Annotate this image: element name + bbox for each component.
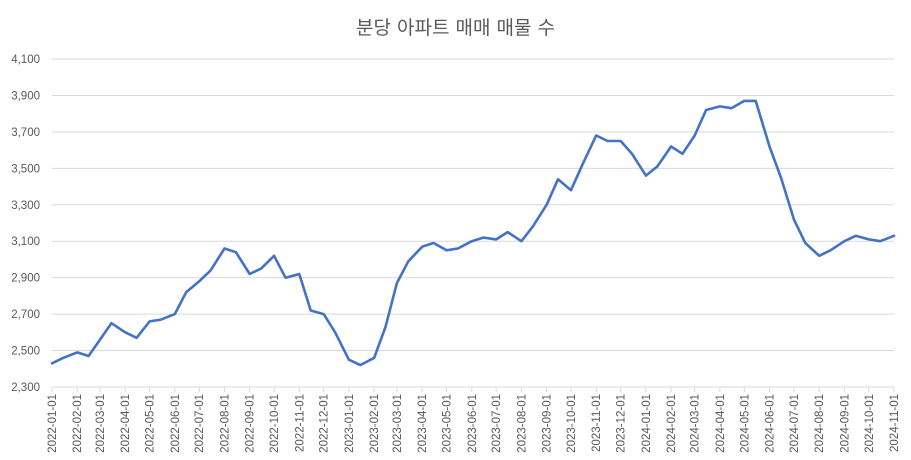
x-tick-label: 2024-08-01 <box>814 394 826 453</box>
x-tick-label: 2023-04-01 <box>417 394 429 453</box>
y-tick-label: 3,100 <box>11 236 40 248</box>
x-tick-label: 2024-03-01 <box>690 394 702 453</box>
x-tick-label: 2023-02-01 <box>369 394 381 453</box>
x-tick-label: 2022-07-01 <box>194 394 206 453</box>
x-tick-label: 2022-10-01 <box>269 394 281 453</box>
x-tick-label: 2023-09-01 <box>542 394 554 453</box>
x-tick-label: 2024-01-01 <box>641 394 653 453</box>
x-tick-label: 2022-11-01 <box>294 394 306 452</box>
x-tick-label: 2022-09-01 <box>245 394 257 453</box>
y-tick-label: 3,300 <box>11 200 40 212</box>
series-line <box>50 99 896 367</box>
x-tick-label: 2024-06-01 <box>765 394 777 453</box>
x-tick-label: 2022-03-01 <box>95 394 107 453</box>
x-tick-label: 2024-07-01 <box>789 394 801 453</box>
x-tick-label: 2023-12-01 <box>616 394 628 453</box>
x-tick-label: 2024-05-01 <box>739 394 751 453</box>
x-tick-label: 2022-05-01 <box>145 394 157 453</box>
y-tick-label: 3,500 <box>11 163 40 175</box>
chart-title: 분당 아파트 매매 매물 수 <box>356 17 555 39</box>
x-tick-label: 2023-10-01 <box>566 394 578 453</box>
x-tick-label: 2023-06-01 <box>467 394 479 453</box>
x-tick-label: 2022-04-01 <box>120 394 132 453</box>
y-tick-label: 4,100 <box>11 54 40 66</box>
y-tick-label: 3,700 <box>11 127 40 139</box>
y-tick-label: 2,500 <box>11 346 40 358</box>
x-tick-label: 2022-06-01 <box>170 394 182 453</box>
x-tick-label: 2023-11-01 <box>591 394 603 452</box>
x-tick-label: 2023-05-01 <box>442 394 454 453</box>
x-tick-label: 2024-09-01 <box>839 394 851 453</box>
x-tick-label: 2022-12-01 <box>319 394 331 453</box>
y-tick-label: 3,900 <box>11 90 40 102</box>
x-tick-label: 2024-11-01 <box>889 394 901 452</box>
x-tick-label: 2023-08-01 <box>516 394 528 453</box>
y-tick-label: 2,700 <box>11 309 40 321</box>
x-tick-label: 2023-03-01 <box>392 394 404 453</box>
x-tick-label: 2022-02-01 <box>72 394 84 453</box>
y-tick-label: 2,900 <box>11 273 40 285</box>
x-tick-label: 2023-01-01 <box>344 394 356 453</box>
x-tick-label: 2024-04-01 <box>715 394 727 453</box>
y-tick-label: 2,300 <box>11 382 40 394</box>
x-tick-label: 2024-10-01 <box>864 394 876 453</box>
x-tick-label: 2023-07-01 <box>491 394 503 453</box>
x-tick-label: 2024-02-01 <box>666 394 678 453</box>
x-tick-label: 2022-08-01 <box>219 394 231 453</box>
x-tick-label: 2022-01-01 <box>47 394 59 453</box>
